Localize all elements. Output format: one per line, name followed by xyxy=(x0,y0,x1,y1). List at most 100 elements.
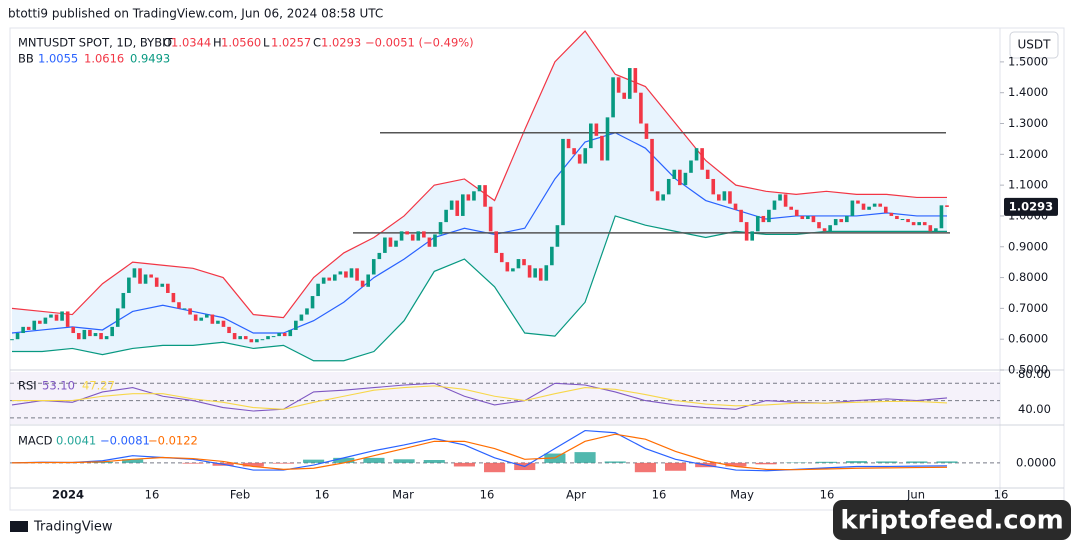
candle-body xyxy=(455,201,459,216)
candle-body xyxy=(266,336,270,339)
x-tick-label: Apr xyxy=(566,488,586,502)
bb-legend-value: 1.0616 xyxy=(84,52,124,66)
candle-body xyxy=(945,205,949,207)
candle-body xyxy=(10,339,14,340)
candle-body xyxy=(800,216,804,219)
candle-body xyxy=(862,204,866,210)
candle-body xyxy=(745,222,749,240)
candle-body xyxy=(533,268,537,277)
candle-body xyxy=(322,278,326,284)
candle-body xyxy=(611,77,615,117)
candle-body xyxy=(511,268,515,271)
candle-body xyxy=(589,124,593,149)
x-tick-label: 16 xyxy=(652,488,667,502)
footer-brand: TradingView xyxy=(33,520,113,535)
x-tick-label: 16 xyxy=(480,488,495,502)
y-tick-label: 0.6000 xyxy=(1008,332,1048,346)
candle-body xyxy=(255,339,259,342)
candle-body xyxy=(689,160,693,172)
candle-body xyxy=(188,308,192,314)
candle-body xyxy=(32,321,36,330)
candle-body xyxy=(316,284,320,296)
candle-body xyxy=(762,216,766,222)
candle-body xyxy=(383,238,387,253)
candle-body xyxy=(400,231,404,240)
candle-body xyxy=(122,293,126,308)
last-price-label: 1.0293 xyxy=(1009,199,1053,213)
candle-body xyxy=(372,259,376,274)
candle-body xyxy=(88,330,92,336)
x-tick-label: 2024 xyxy=(52,488,84,502)
candle-body xyxy=(472,191,476,200)
macd-histogram-bar xyxy=(755,463,776,464)
macd-legend-value: −0.0122 xyxy=(148,434,198,448)
candle-body xyxy=(567,139,571,148)
candle-body xyxy=(116,308,120,326)
candle-body xyxy=(366,274,370,286)
candle-body xyxy=(66,311,70,326)
candle-body xyxy=(277,333,281,336)
candle-body xyxy=(773,201,777,210)
candle-body xyxy=(444,210,448,222)
candle-body xyxy=(27,327,31,330)
candle-body xyxy=(550,247,554,265)
candle-body xyxy=(305,308,309,314)
candle-body xyxy=(172,293,176,302)
candle-body xyxy=(812,216,816,222)
change: −0.0051 (−0.49%) xyxy=(365,36,474,50)
macd-histogram-bar xyxy=(605,461,626,462)
candle-body xyxy=(756,216,760,231)
candle-body xyxy=(767,210,771,222)
candle-body xyxy=(311,296,315,308)
candle-body xyxy=(711,179,715,194)
candle-body xyxy=(923,222,927,225)
ohlc-value: 1.0560 xyxy=(221,36,261,50)
candle-body xyxy=(528,265,532,277)
y-tick-label: 0.8000 xyxy=(1008,270,1048,284)
candle-body xyxy=(823,228,827,231)
x-tick-label: Feb xyxy=(230,488,250,502)
candle-body xyxy=(155,278,159,287)
candle-body xyxy=(199,318,203,321)
candle-body xyxy=(839,219,843,222)
x-tick-label: Jun xyxy=(906,488,925,502)
macd-histogram-bar xyxy=(936,461,957,462)
candle-body xyxy=(450,201,454,210)
candle-body xyxy=(928,225,932,231)
candle-body xyxy=(578,154,582,163)
candle-body xyxy=(867,207,871,210)
rsi-label: RSI xyxy=(18,379,37,393)
candle-body xyxy=(506,262,510,271)
candle-body xyxy=(344,271,348,277)
candle-body xyxy=(795,210,799,216)
candle-body xyxy=(583,148,587,163)
candle-body xyxy=(94,333,98,336)
candle-body xyxy=(906,219,910,222)
candle-body xyxy=(339,271,343,274)
macd-histogram-bar xyxy=(182,463,203,464)
currency-button-label[interactable]: USDT xyxy=(1018,38,1052,52)
candle-body xyxy=(138,268,142,283)
macd-histogram-bar xyxy=(333,458,354,463)
candle-body xyxy=(478,185,482,191)
candle-body xyxy=(483,185,487,207)
candle-body xyxy=(878,204,882,207)
ohlc-value: 1.0344 xyxy=(171,36,211,50)
y-tick-label: 1.5000 xyxy=(1008,54,1048,68)
candle-body xyxy=(350,268,354,277)
candle-body xyxy=(617,77,621,92)
candle-body xyxy=(661,194,665,200)
candle-body xyxy=(467,194,471,200)
candle-body xyxy=(806,216,810,219)
x-tick-label: 16 xyxy=(820,488,835,502)
candle-body xyxy=(684,173,688,185)
candle-body xyxy=(934,228,938,231)
candle-body xyxy=(828,225,832,231)
y-tick-label: 1.4000 xyxy=(1008,85,1048,99)
macd-histogram-bar xyxy=(906,461,927,462)
candle-body xyxy=(645,124,649,139)
candle-body xyxy=(723,191,727,200)
x-tick-label: 16 xyxy=(145,488,160,502)
candle-body xyxy=(834,219,838,225)
candle-body xyxy=(817,222,821,228)
